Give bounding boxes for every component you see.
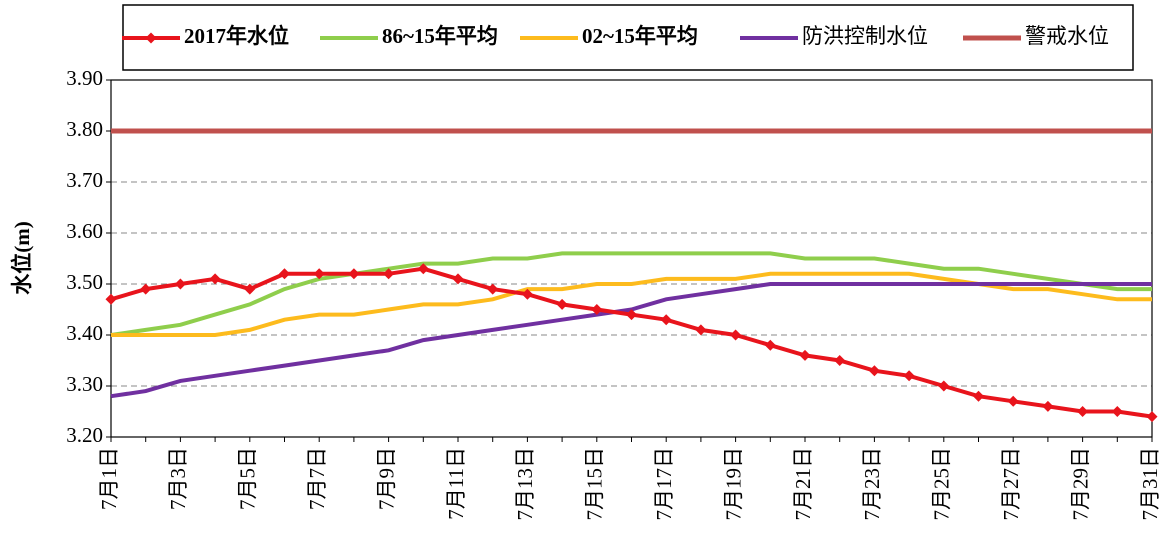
data-point (1077, 406, 1089, 417)
x-tick-label: 7月1日 (97, 447, 121, 510)
data-point (383, 268, 395, 280)
data-point (140, 283, 152, 295)
legend-marker (145, 32, 157, 44)
data-point (730, 329, 742, 341)
data-point (903, 370, 915, 382)
series-line (110, 282, 1152, 399)
data-point (1111, 406, 1123, 417)
x-tick-label: 7月9日 (374, 447, 398, 510)
x-tick-label: 7月29日 (1068, 447, 1092, 521)
data-point (764, 339, 776, 351)
x-tick-label: 7月17日 (652, 447, 676, 521)
x-tick-label: 7月5日 (236, 447, 260, 510)
data-point (973, 390, 984, 402)
data-point (695, 324, 707, 336)
y-tick-label: 3.40 (66, 321, 103, 345)
data-point (521, 288, 533, 300)
x-tick-label: 7月21日 (791, 447, 815, 521)
data-point (556, 298, 568, 310)
series-line (110, 251, 1152, 337)
data-point (244, 283, 256, 295)
y-tick-label: 3.90 (66, 66, 103, 90)
data-point (313, 268, 325, 280)
y-tick-label: 3.80 (66, 117, 103, 141)
data-point (209, 273, 221, 285)
data-point (279, 268, 290, 280)
legend-label: 防洪控制水位 (802, 24, 928, 48)
legend-label: 02~15年平均 (582, 24, 698, 48)
y-tick-label: 3.30 (66, 372, 103, 396)
plot-border (110, 79, 1153, 438)
data-point (174, 278, 186, 290)
x-tick-label: 7月27日 (999, 447, 1023, 521)
x-tick-label: 7月7日 (305, 447, 329, 510)
data-point (105, 293, 117, 305)
data-point (417, 263, 429, 275)
data-point (348, 268, 360, 280)
data-point (487, 283, 499, 295)
x-tick-label: 7月11日 (444, 447, 468, 520)
data-point (799, 349, 811, 361)
x-tick-label: 7月15日 (583, 447, 607, 521)
data-point (660, 314, 672, 326)
data-point (938, 380, 950, 392)
y-tick-label: 3.60 (66, 219, 103, 243)
data-point (626, 309, 637, 321)
x-tick-label: 7月23日 (860, 447, 884, 521)
data-point (591, 304, 603, 315)
data-point (452, 273, 464, 285)
data-point (1146, 411, 1158, 423)
data-point (1042, 400, 1054, 412)
y-axis-label: 水位(m) (10, 221, 34, 294)
x-tick-label: 7月19日 (721, 447, 745, 521)
y-tick-label: 3.20 (66, 423, 103, 447)
x-tick-label: 7月13日 (513, 447, 537, 521)
legend-label: 2017年水位 (184, 24, 289, 48)
legend-label: 86~15年平均 (382, 24, 498, 48)
data-point (1007, 395, 1019, 407)
legend-label: 警戒水位 (1025, 24, 1109, 48)
x-tick-label: 7月31日 (1138, 447, 1162, 521)
x-tick-label: 7月3日 (166, 447, 190, 510)
data-point (868, 365, 880, 377)
x-tick-label: 7月25日 (930, 447, 954, 521)
y-tick-label: 3.50 (66, 270, 103, 294)
series-line (110, 266, 1153, 419)
y-tick-label: 3.70 (66, 168, 103, 192)
data-point (834, 355, 846, 366)
